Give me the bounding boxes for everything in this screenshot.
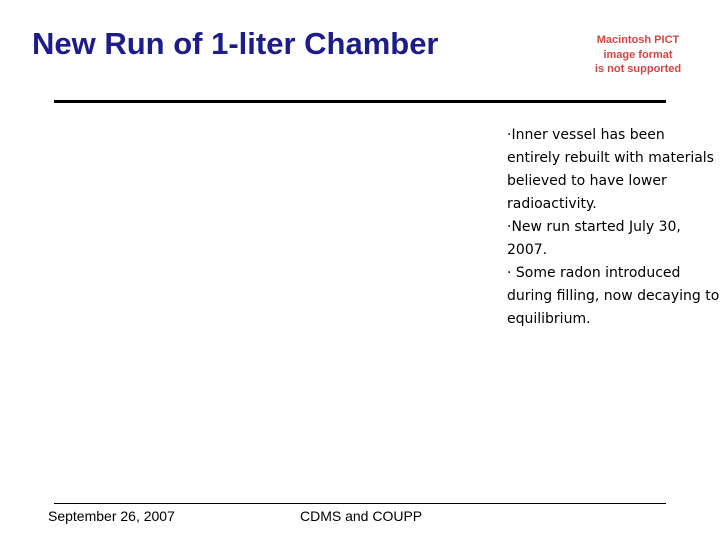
bullet-line: equilibrium. [507, 311, 591, 327]
title-rule [54, 100, 666, 103]
placeholder-line: image format [603, 48, 673, 61]
bullet-list: ·Inner vessel has been entirely rebuilt w… [507, 124, 720, 331]
footer-rule [54, 503, 666, 504]
bullet-line: · Some radon introduced [507, 265, 681, 281]
footer-center: CDMS and COUPP [300, 508, 423, 524]
bullet-line: during filling, now decaying to [507, 288, 720, 304]
bullet-line: believed to have lower [507, 173, 667, 189]
bullet-line: ·Inner vessel has been [507, 127, 665, 143]
bullet-line: entirely rebuilt with materials [507, 150, 714, 166]
bullet-line: ·New run started July 30, [507, 219, 681, 235]
bullet-line: 2007. [507, 242, 548, 258]
bullet-line: radioactivity. [507, 196, 597, 212]
slide-title: New Run of 1-liter Chamber [32, 26, 439, 61]
image-placeholder: Macintosh PICT image format is not support… [588, 33, 688, 77]
footer-date: September 26, 2007 [48, 508, 175, 524]
placeholder-line: is not supported [594, 63, 682, 75]
placeholder-line: Macintosh PICT [596, 34, 680, 46]
